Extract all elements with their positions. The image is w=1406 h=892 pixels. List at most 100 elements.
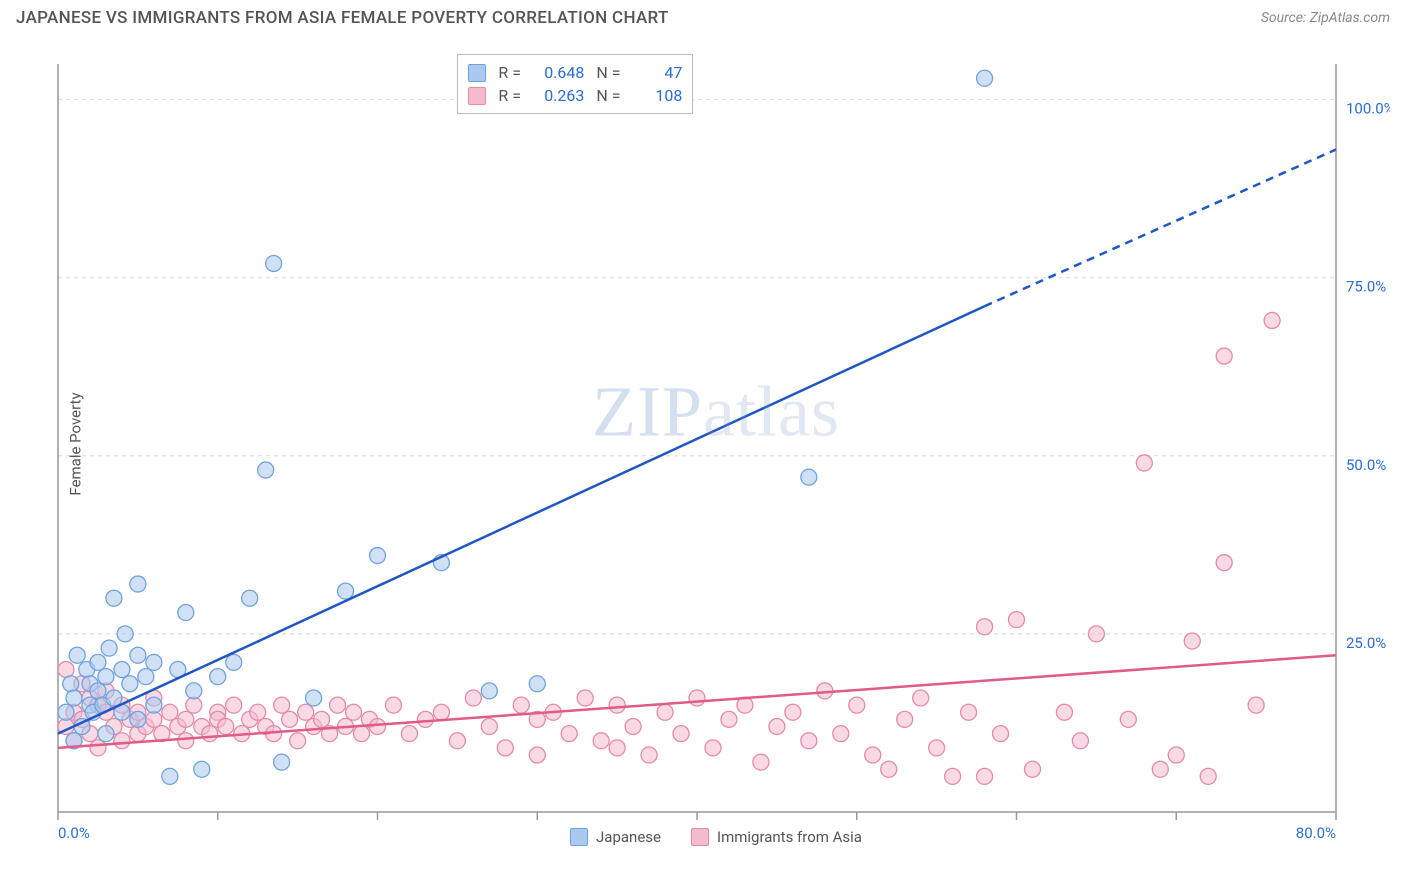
trendline-series2: [58, 655, 1336, 748]
stat-r-value: 0.648: [532, 63, 584, 82]
data-point-series2: [282, 711, 298, 727]
data-point-series1: [210, 669, 226, 685]
data-point-series1: [306, 690, 322, 706]
data-point-series2: [609, 697, 625, 713]
data-point-series1: [977, 70, 993, 86]
correlation-stats-box: R = 0.648 N = 47R = 0.263 N = 108: [457, 54, 693, 114]
stat-n-value: 47: [630, 63, 682, 82]
data-point-series2: [689, 690, 705, 706]
data-point-series2: [202, 726, 218, 742]
data-point-series1: [66, 690, 82, 706]
data-point-series2: [497, 740, 513, 756]
data-point-series2: [721, 711, 737, 727]
data-point-series2: [1009, 612, 1025, 628]
data-point-series1: [106, 690, 122, 706]
data-point-series2: [913, 690, 929, 706]
data-point-series2: [673, 726, 689, 742]
data-point-series2: [593, 733, 609, 749]
data-point-series2: [250, 704, 266, 720]
data-point-series2: [465, 690, 481, 706]
data-point-series2: [449, 733, 465, 749]
data-point-series2: [226, 697, 242, 713]
data-point-series2: [114, 733, 130, 749]
scatter-chart: 25.0%50.0%75.0%100.0%0.0%80.0%: [42, 44, 1390, 844]
legend-item: Japanese: [570, 828, 661, 846]
series2-swatch-icon: [691, 828, 709, 846]
data-point-series2: [561, 726, 577, 742]
data-point-series2: [370, 719, 386, 735]
stat-r-label: R =: [498, 63, 526, 82]
data-point-series1: [338, 583, 354, 599]
data-point-series2: [1088, 626, 1104, 642]
data-point-series2: [705, 740, 721, 756]
stats-row: R = 0.648 N = 47: [468, 61, 682, 84]
data-point-series1: [114, 662, 130, 678]
data-point-series1: [242, 590, 258, 606]
source-label: Source: ZipAtlas.com: [1261, 10, 1390, 26]
data-point-series2: [961, 704, 977, 720]
data-point-series2: [330, 697, 346, 713]
stat-r-label: R =: [498, 86, 526, 105]
data-point-series2: [481, 719, 497, 735]
data-point-series2: [401, 726, 417, 742]
data-point-series2: [513, 697, 529, 713]
data-point-series1: [226, 654, 242, 670]
data-point-series1: [162, 768, 178, 784]
legend-label: Japanese: [596, 828, 661, 846]
data-point-series2: [1216, 348, 1232, 364]
y-tick-label: 25.0%: [1346, 634, 1386, 652]
data-point-series2: [274, 697, 290, 713]
data-point-series1: [58, 704, 74, 720]
data-point-series1: [98, 669, 114, 685]
data-point-series1: [130, 647, 146, 663]
data-point-series1: [90, 683, 106, 699]
data-point-series2: [1024, 761, 1040, 777]
data-point-series1: [63, 676, 79, 692]
data-point-series1: [258, 462, 274, 478]
data-point-series2: [641, 747, 657, 763]
data-point-series2: [178, 711, 194, 727]
data-point-series2: [945, 768, 961, 784]
series2-swatch-icon: [468, 87, 486, 105]
chart-title: JAPANESE VS IMMIGRANTS FROM ASIA FEMALE …: [16, 8, 669, 28]
data-point-series2: [90, 740, 106, 756]
data-point-series1: [274, 754, 290, 770]
data-point-series2: [929, 740, 945, 756]
data-point-series1: [146, 654, 162, 670]
data-point-series2: [178, 733, 194, 749]
data-point-series2: [625, 719, 641, 735]
y-tick-label: 50.0%: [1346, 456, 1386, 474]
series1-swatch-icon: [468, 64, 486, 82]
data-point-series2: [801, 733, 817, 749]
data-point-series1: [529, 676, 545, 692]
data-point-series1: [106, 590, 122, 606]
data-point-series1: [130, 711, 146, 727]
data-point-series1: [266, 255, 282, 271]
data-point-series2: [657, 704, 673, 720]
data-point-series2: [1056, 704, 1072, 720]
data-point-series2: [833, 726, 849, 742]
data-point-series2: [977, 768, 993, 784]
data-point-series2: [1264, 312, 1280, 328]
data-point-series2: [1200, 768, 1216, 784]
data-point-series2: [218, 719, 234, 735]
data-point-series2: [354, 726, 370, 742]
data-point-series2: [346, 704, 362, 720]
data-point-series2: [1136, 455, 1152, 471]
data-point-series1: [186, 683, 202, 699]
data-point-series1: [117, 626, 133, 642]
data-point-series1: [178, 605, 194, 621]
data-point-series2: [1248, 697, 1264, 713]
data-point-series2: [753, 754, 769, 770]
stats-row: R = 0.263 N = 108: [468, 84, 682, 107]
data-point-series2: [385, 697, 401, 713]
data-point-series2: [881, 761, 897, 777]
data-point-series2: [577, 690, 593, 706]
data-point-series2: [1168, 747, 1184, 763]
data-point-series2: [1120, 711, 1136, 727]
data-point-series2: [897, 711, 913, 727]
legend-label: Immigrants from Asia: [717, 828, 862, 846]
data-point-series2: [993, 726, 1009, 742]
trendline-series1: [58, 306, 985, 733]
data-point-series2: [609, 740, 625, 756]
